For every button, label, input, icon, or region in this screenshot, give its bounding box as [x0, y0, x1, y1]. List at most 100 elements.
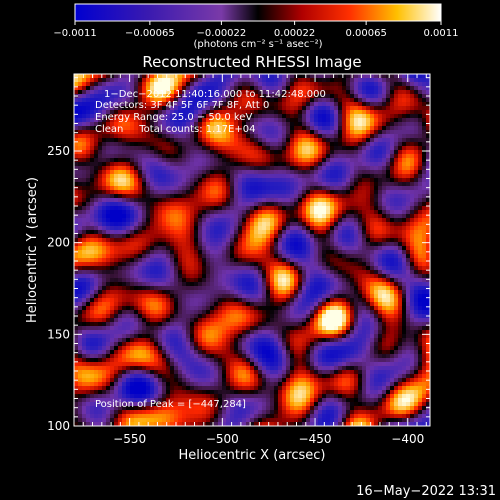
heatmap-cell [90, 106, 94, 110]
heatmap-cell [186, 246, 190, 250]
heatmap-cell [78, 226, 82, 230]
heatmap-cell [170, 90, 174, 94]
heatmap-cell [422, 90, 426, 94]
heatmap-cell [198, 182, 202, 186]
heatmap-cell [186, 222, 190, 226]
heatmap-cell [174, 110, 178, 114]
heatmap-cell [202, 230, 206, 234]
heatmap-cell [194, 106, 198, 110]
heatmap-cell [330, 234, 334, 238]
heatmap-cell [98, 198, 102, 202]
heatmap-cell [390, 246, 394, 250]
heatmap-cell [298, 210, 302, 214]
heatmap-cell [226, 182, 230, 186]
heatmap-cell [146, 202, 150, 206]
heatmap-cell [150, 130, 154, 134]
heatmap-cell [322, 198, 326, 202]
heatmap-cell [102, 258, 106, 262]
heatmap-cell [202, 282, 206, 286]
heatmap-cell [258, 158, 262, 162]
heatmap-cell [406, 114, 410, 118]
heatmap-cell [406, 162, 410, 166]
heatmap-cell [278, 274, 282, 278]
heatmap-cell [286, 182, 290, 186]
heatmap-cell [122, 78, 126, 82]
heatmap-cell [118, 138, 122, 142]
heatmap-cell [406, 210, 410, 214]
heatmap-cell [82, 282, 86, 286]
heatmap-cell [394, 110, 398, 114]
heatmap-cell [386, 122, 390, 126]
heatmap-cell [214, 82, 218, 86]
heatmap-cell [338, 190, 342, 194]
heatmap-cell [114, 214, 118, 218]
heatmap-cell [170, 138, 174, 142]
heatmap-cell [102, 294, 106, 298]
heatmap-cell [142, 214, 146, 218]
heatmap-cell [350, 142, 354, 146]
heatmap-cell [274, 174, 278, 178]
heatmap-cell [210, 278, 214, 282]
heatmap-cell [350, 98, 354, 102]
heatmap-cell [278, 230, 282, 234]
heatmap-cell [114, 290, 118, 294]
heatmap-cell [262, 246, 266, 250]
heatmap-cell [98, 142, 102, 146]
heatmap-cell [302, 266, 306, 270]
heatmap-cell [366, 182, 370, 186]
heatmap-cell [166, 230, 170, 234]
heatmap-cell [214, 142, 218, 146]
heatmap-cell [382, 246, 386, 250]
heatmap-cell [350, 262, 354, 266]
heatmap-cell [126, 162, 130, 166]
heatmap-cell [362, 90, 366, 94]
heatmap-cell [142, 246, 146, 250]
heatmap-cell [186, 182, 190, 186]
heatmap-cell [250, 146, 254, 150]
heatmap-cell [298, 130, 302, 134]
heatmap-cell [314, 118, 318, 122]
heatmap-cell [142, 258, 146, 262]
heatmap-cell [414, 146, 418, 150]
heatmap-cell [298, 198, 302, 202]
heatmap-cell [382, 186, 386, 190]
heatmap-cell [254, 178, 258, 182]
heatmap-cell [286, 142, 290, 146]
heatmap-cell [390, 182, 394, 186]
heatmap-cell [342, 266, 346, 270]
heatmap-cell [206, 86, 210, 90]
heatmap-cell [358, 262, 362, 266]
heatmap-cell [298, 74, 302, 78]
heatmap-cell [286, 110, 290, 114]
heatmap-cell [422, 286, 426, 290]
heatmap-cell [346, 178, 350, 182]
heatmap-cell [378, 218, 382, 222]
heatmap-cell [86, 166, 90, 170]
heatmap-cell [246, 98, 250, 102]
heatmap-cell [86, 114, 90, 118]
heatmap-cell [94, 210, 98, 214]
heatmap-cell [258, 146, 262, 150]
heatmap-cell [306, 142, 310, 146]
heatmap-cell [330, 82, 334, 86]
heatmap-cell [122, 250, 126, 254]
heatmap-cell [354, 190, 358, 194]
heatmap-cell [278, 266, 282, 270]
heatmap-cell [390, 266, 394, 270]
heatmap-cell [346, 290, 350, 294]
heatmap-cell [338, 170, 342, 174]
heatmap-cell [394, 90, 398, 94]
heatmap-cell [102, 162, 106, 166]
heatmap-cell [134, 198, 138, 202]
heatmap-cell [178, 110, 182, 114]
heatmap-cell [286, 214, 290, 218]
heatmap-cell [166, 98, 170, 102]
heatmap-cell [334, 198, 338, 202]
heatmap-cell [338, 242, 342, 246]
heatmap-cell [94, 74, 98, 78]
heatmap-cell [294, 270, 298, 274]
heatmap-cell [178, 238, 182, 242]
heatmap-cell [182, 222, 186, 226]
heatmap-cell [118, 122, 122, 126]
heatmap-cell [222, 226, 226, 230]
